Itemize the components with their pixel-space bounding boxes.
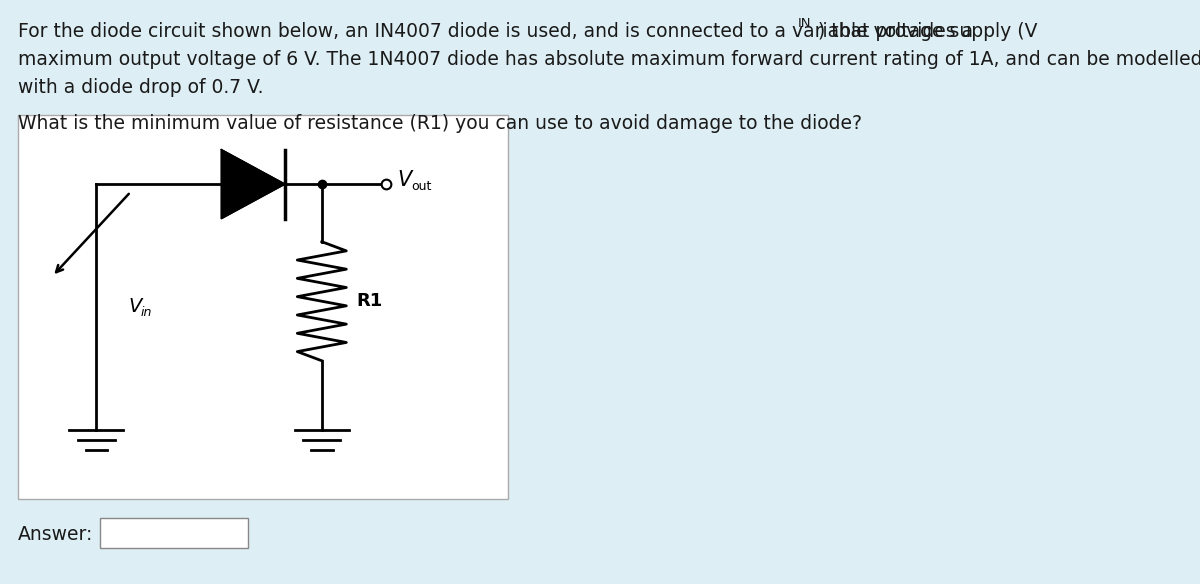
- Text: V: V: [397, 171, 412, 190]
- Text: maximum output voltage of 6 V. The 1N4007 diode has absolute maximum forward cur: maximum output voltage of 6 V. The 1N400…: [18, 50, 1200, 69]
- Text: What is the minimum value of resistance (R1) you can use to avoid damage to the : What is the minimum value of resistance …: [18, 114, 862, 133]
- Text: Answer:: Answer:: [18, 524, 94, 544]
- Text: in: in: [140, 305, 151, 318]
- Text: R1: R1: [356, 292, 383, 310]
- Text: IN: IN: [798, 17, 811, 30]
- Text: with a diode drop of 0.7 V.: with a diode drop of 0.7 V.: [18, 78, 264, 97]
- Text: V: V: [128, 297, 142, 317]
- Bar: [18, 115, 508, 499]
- Polygon shape: [221, 150, 286, 218]
- Bar: [100, 518, 248, 548]
- Text: out: out: [412, 180, 432, 193]
- Text: For the diode circuit shown below, an IN4007 diode is used, and is connected to : For the diode circuit shown below, an IN…: [18, 22, 1038, 41]
- Text: ) that provides a: ) that provides a: [818, 22, 973, 41]
